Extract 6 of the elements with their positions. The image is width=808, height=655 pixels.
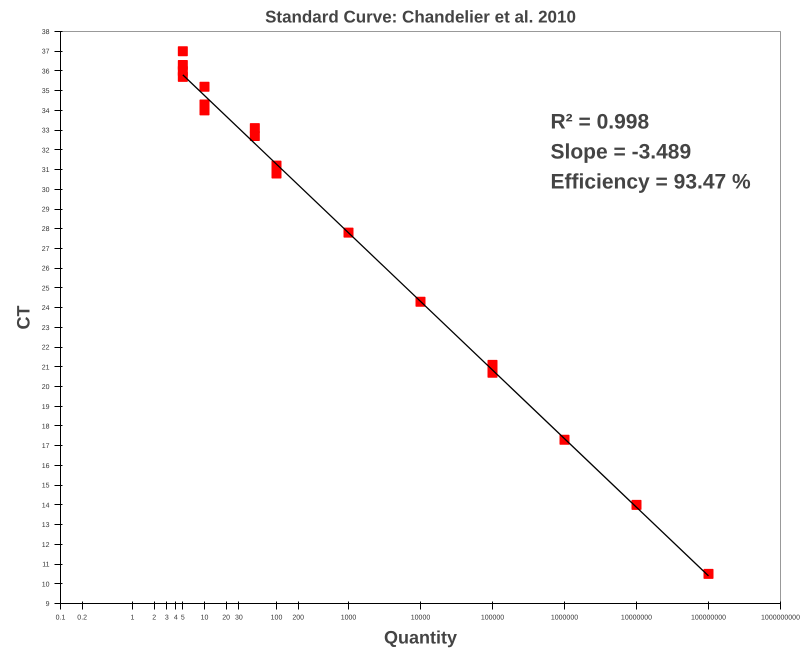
x-axis-title: Quantity bbox=[384, 628, 458, 648]
annotation: Slope = -3.489 bbox=[550, 140, 692, 164]
annotation: R² = 0.998 bbox=[550, 110, 650, 134]
annotation: Efficiency = 93.47 % bbox=[550, 170, 752, 194]
y-axis-title: CT bbox=[14, 305, 34, 330]
chart-title: Standard Curve: Chandelier et al. 2010 bbox=[265, 8, 576, 26]
